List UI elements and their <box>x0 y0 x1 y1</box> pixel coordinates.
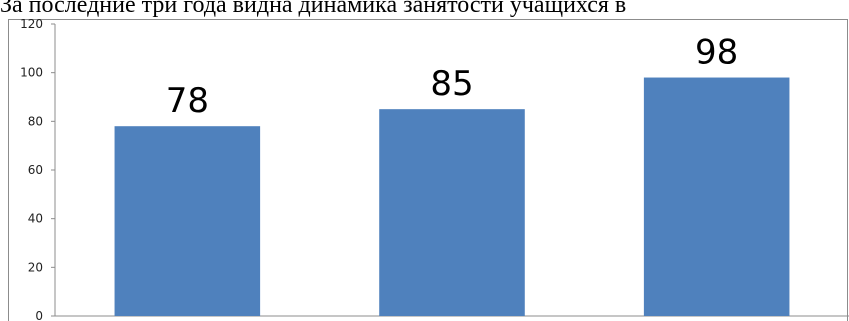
bars-group <box>114 77 790 317</box>
y-tick-label: 20 <box>28 260 43 274</box>
y-axis-ticks: 0 20 40 60 80 100 120 <box>20 17 55 321</box>
bar-value-label: 98 <box>695 33 738 73</box>
bar <box>643 77 790 317</box>
bar-value-label: 78 <box>166 81 209 121</box>
y-tick-label: 0 <box>35 309 43 321</box>
bar <box>114 126 261 316</box>
bar <box>379 109 525 317</box>
y-tick-label: 100 <box>20 66 43 80</box>
bar-value-label: 85 <box>430 64 473 104</box>
y-tick-label: 60 <box>28 163 43 177</box>
y-tick-label: 80 <box>28 114 43 128</box>
data-labels-group: 78 85 98 <box>166 33 739 122</box>
header-text: За последние три года видна динамика зан… <box>0 0 627 18</box>
y-tick-label: 120 <box>20 17 43 31</box>
y-tick-label: 40 <box>28 212 43 226</box>
